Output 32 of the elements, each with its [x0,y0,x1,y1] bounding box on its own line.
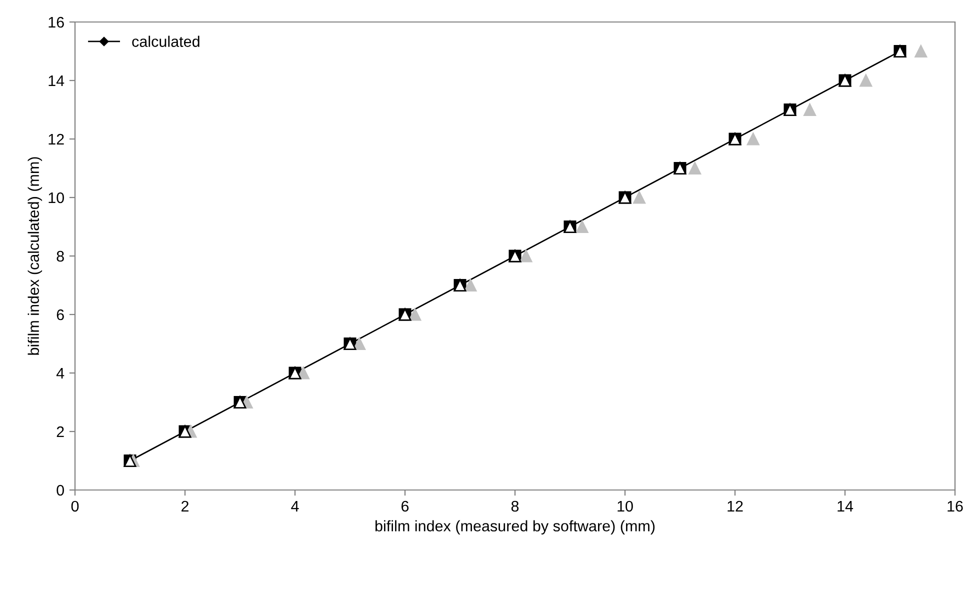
y-tick-label: 0 [56,484,64,496]
y-tick-label: 14 [48,76,64,86]
y-tick-label: 6 [56,309,64,320]
x-tick-label: 4 [291,500,299,512]
point [464,279,477,292]
point [633,191,646,204]
y-tick-label: 2 [56,426,64,438]
point [520,250,532,262]
point [688,162,702,174]
y-tick-label: 4 [56,368,64,379]
point [860,74,872,87]
y-tick-label: 10 [48,192,64,204]
point [576,220,588,233]
point [408,308,422,321]
x-tick-label: 0 [71,500,79,512]
x-tick-label: 16 [948,500,963,512]
x-tick-label: 2 [182,500,188,512]
point [804,104,816,116]
y-tick-label: 8 [56,250,64,262]
y-tick-label: 12 [48,134,64,145]
y-axis-title: bifilm index (calculated) (mm) [28,157,42,355]
point [353,338,366,350]
x-axis-title: bifilm index (measured by software) (mm) [375,520,655,534]
x-tick-label: 14 [838,500,854,512]
x-tick-label: 10 [618,500,633,512]
y-tick-label: 16 [48,16,64,28]
x-tick-label: 6 [402,500,409,512]
x-tick-label: 12 [728,500,743,512]
point [746,132,760,146]
legend-label: calculated [132,36,200,47]
point [914,45,928,58]
x-tick-label: 8 [511,500,519,512]
